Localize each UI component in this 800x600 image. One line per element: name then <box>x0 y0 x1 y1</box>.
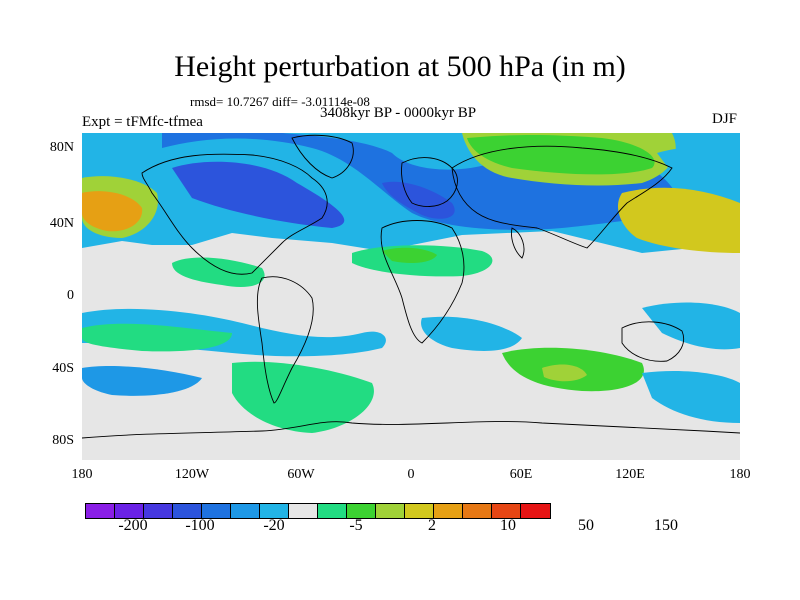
field-southern-ocean-blue <box>642 371 740 423</box>
colorbar-swatch <box>463 504 492 518</box>
coastlines <box>82 134 740 439</box>
coastline-antarctica <box>82 421 740 439</box>
colorbar-label: 50 <box>578 517 594 534</box>
lat-label: 40N <box>49 216 74 231</box>
field-siberia-core <box>467 134 655 175</box>
field-na-dark-blue <box>172 161 345 228</box>
colorbar <box>85 503 551 519</box>
colorbar-label: -5 <box>349 517 363 534</box>
lat-label: 80N <box>49 140 74 155</box>
colorbar-label: 150 <box>654 517 678 534</box>
field-pacific-green <box>172 257 265 288</box>
lon-label: 180 <box>729 467 751 482</box>
coastline-africa <box>380 220 465 344</box>
field-south-atlantic-blue <box>421 316 522 351</box>
lon-label: 0 <box>407 467 415 482</box>
lon-label: 120E <box>615 467 645 482</box>
field-europe-dark-blue <box>382 181 455 219</box>
lat-label: 80S <box>52 433 74 448</box>
colorbar-swatch <box>376 504 405 518</box>
lon-label: 60E <box>509 467 533 482</box>
contour-fields-tropics <box>82 245 740 433</box>
colorbar-label: 10 <box>500 517 516 534</box>
coastline-greenland <box>291 134 354 179</box>
map-panel <box>82 133 740 460</box>
lon-label: 180 <box>71 467 93 482</box>
lon-label: 120W <box>174 467 210 482</box>
colorbar-swatch <box>260 504 289 518</box>
coastline-south-america <box>256 276 314 404</box>
field-sw-pacific-blue <box>642 302 740 350</box>
field-se-pacific-blue <box>82 366 202 396</box>
colorbar-swatch <box>231 504 260 518</box>
colorbar-swatch <box>318 504 347 518</box>
colorbar-swatch <box>86 504 115 518</box>
experiment-label: Expt = tFMfc-tfmea <box>82 114 203 130</box>
colorbar-swatch <box>173 504 202 518</box>
coastline-europe <box>401 157 458 207</box>
contour-fields <box>82 133 740 253</box>
colorbar-swatch <box>434 504 463 518</box>
chart-title: Height perturbation at 500 hPa (in m) <box>174 50 626 83</box>
field-alaska-blue <box>657 147 740 183</box>
colorbar-swatch <box>115 504 144 518</box>
coastline-australia <box>621 321 685 362</box>
lat-label: 40S <box>52 361 74 376</box>
season-label: DJF <box>712 111 738 127</box>
colorbar-swatch <box>405 504 434 518</box>
lon-label: 60W <box>287 467 315 482</box>
period-subtitle: 3408kyr BP - 0000kyr BP <box>320 105 477 121</box>
lat-label: 0 <box>67 288 74 303</box>
colorbar-swatch <box>202 504 231 518</box>
colorbar-swatch <box>347 504 376 518</box>
field-south-pacific-green <box>82 323 232 352</box>
coastline-north-america <box>141 153 328 275</box>
colorbar-swatch <box>521 504 550 518</box>
colorbar-label: -200 <box>118 517 148 534</box>
coastline-india <box>511 227 525 259</box>
colorbar-label: 2 <box>428 517 436 534</box>
field-west-pacific-orange <box>82 191 143 232</box>
field-africa-green-core <box>382 247 437 263</box>
colorbar-label: -20 <box>263 517 285 534</box>
colorbar-label: -100 <box>185 517 215 534</box>
field-pacific-yellow <box>617 187 740 253</box>
field-indian-ocean-core <box>542 364 587 382</box>
colorbar-swatch <box>144 504 173 518</box>
contour-map <box>82 133 740 460</box>
colorbar-swatch <box>289 504 318 518</box>
coastline-asia <box>451 145 673 249</box>
rmsd-stats: rmsd= 10.7267 diff= -3.01114e-08 <box>190 94 370 109</box>
colorbar-swatch <box>492 504 521 518</box>
